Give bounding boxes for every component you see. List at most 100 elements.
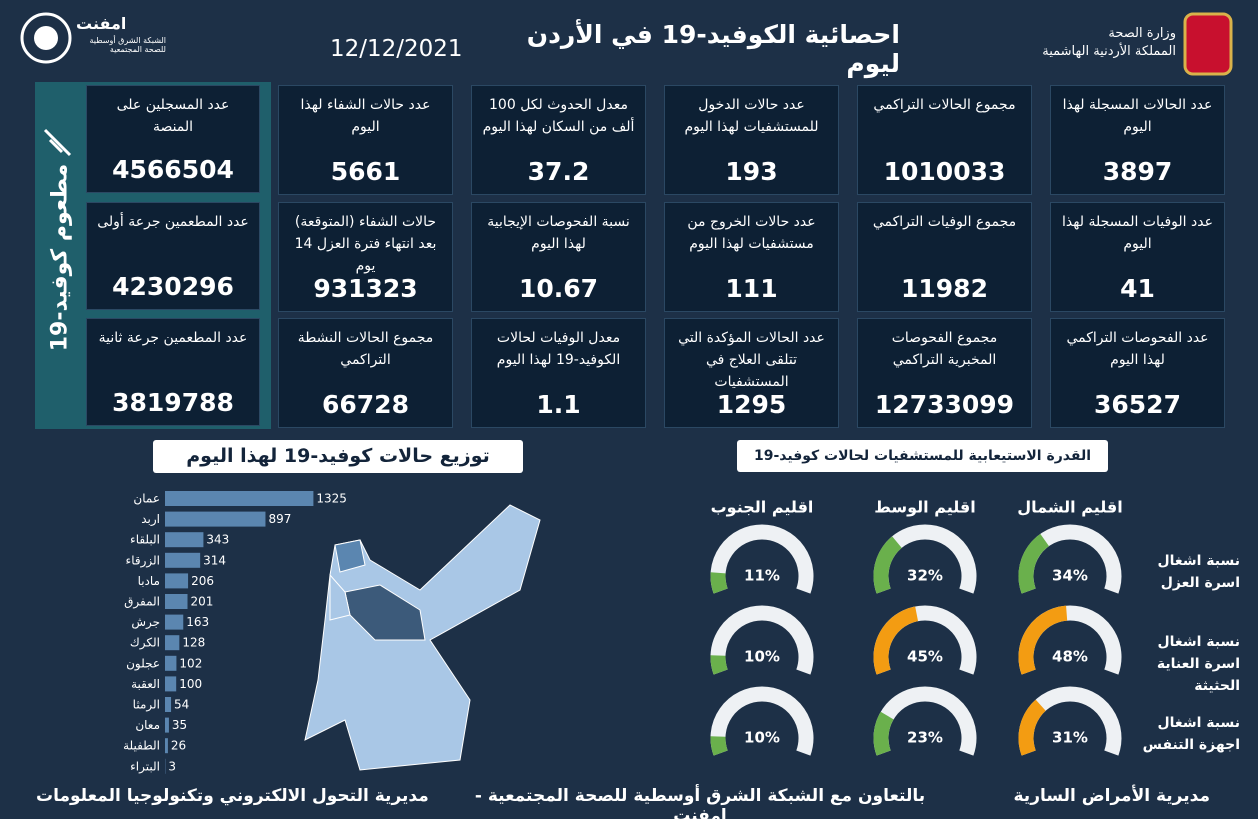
stat-card: معدل الوفيات لحالات الكوفيد-19 لهذا اليو… bbox=[471, 318, 646, 428]
card-label: معدل الحدوث لكل 100 ألف من السكان لهذا ا… bbox=[482, 97, 635, 135]
bar bbox=[165, 511, 266, 527]
card-label: معدل الوفيات لحالات الكوفيد-19 لهذا اليو… bbox=[496, 330, 621, 368]
footer-left: مديرية التحول الالكتروني وتكنولوجيا المع… bbox=[36, 786, 429, 806]
value-label: 163 bbox=[186, 615, 209, 629]
gauge-fill bbox=[873, 606, 919, 675]
stat-card: عدد حالات الدخول للمستشفيات لهذا اليوم 19… bbox=[664, 85, 839, 195]
card-label: نسبة الفحوصات الإيجابية لهذا اليوم bbox=[487, 214, 630, 252]
card-label: عدد المطعمين جرعة ثانية bbox=[98, 330, 248, 346]
card-value: 10.67 bbox=[518, 274, 599, 303]
syringe-icon bbox=[43, 128, 72, 157]
value-label: 343 bbox=[206, 533, 229, 547]
value-label: 54 bbox=[174, 698, 189, 712]
bar bbox=[165, 635, 180, 651]
jordan-map bbox=[304, 504, 541, 771]
bar-title: توزيع حالات كوفيد-19 لهذا اليوم bbox=[153, 440, 523, 473]
region-label: اقليم الوسط bbox=[874, 498, 976, 517]
card-value: 41 bbox=[1120, 274, 1155, 303]
category-label: عمان bbox=[133, 492, 160, 506]
stat-card: معدل الحدوث لكل 100 ألف من السكان لهذا ا… bbox=[471, 85, 646, 195]
card-value: 1.1 bbox=[536, 390, 581, 419]
kingdom: المملكة الأردنية الهاشمية bbox=[1042, 44, 1176, 59]
stat-card: عدد المسجلين على المنصة 4566504 bbox=[86, 85, 260, 193]
card-value: 11982 bbox=[901, 274, 988, 303]
row-label: نسبة اشغال اجهزة التنفس bbox=[1142, 715, 1240, 753]
bar bbox=[165, 614, 184, 630]
stat-card: مجموع الفحوصات المخبرية التراكمي 12733099 bbox=[857, 318, 1032, 428]
category-label: اربد bbox=[141, 512, 160, 527]
gauge-fill bbox=[1018, 605, 1068, 675]
value-label: 102 bbox=[179, 656, 202, 670]
gauge-fill bbox=[873, 711, 894, 756]
row-label: نسبة اشغال اسرة العزل bbox=[1157, 553, 1240, 591]
category-label: عجلون bbox=[126, 656, 160, 671]
stat-card: حالات الشفاء (المتوقعة) بعد انتهاء فترة … bbox=[278, 202, 453, 312]
card-label: عدد حالات الخروج من مستشفيات لهذا اليوم bbox=[687, 214, 816, 252]
bar bbox=[165, 676, 177, 692]
card-value: 12733099 bbox=[874, 390, 1015, 419]
card-label: حالات الشفاء (المتوقعة) بعد انتهاء فترة … bbox=[294, 214, 437, 274]
gauge-track bbox=[710, 524, 814, 594]
value-label: 206 bbox=[191, 574, 214, 588]
stat-card: عدد الفحوصات التراكمي لهذا اليوم 36527 bbox=[1050, 318, 1225, 428]
coat-of-arms bbox=[1183, 12, 1233, 76]
stat-card: مجموع الحالات التراكمي 1010033 bbox=[857, 85, 1032, 195]
bar bbox=[165, 697, 172, 712]
card-label: مجموع الحالات النشطة التراكمي bbox=[297, 330, 434, 368]
stat-card: عدد المطعمين جرعة ثانية 3819788 bbox=[86, 318, 260, 426]
gauge-track bbox=[710, 686, 814, 756]
category-label: الكرك bbox=[130, 636, 160, 651]
card-value: 37.2 bbox=[527, 157, 590, 186]
bar bbox=[165, 552, 201, 568]
category-label: مادبا bbox=[138, 574, 160, 588]
category-label: الزرقاء bbox=[126, 553, 160, 568]
logo-mark bbox=[20, 12, 72, 64]
gauge-fill bbox=[1018, 699, 1046, 756]
value-label: 1325 bbox=[316, 492, 347, 506]
value-label: 314 bbox=[203, 553, 226, 567]
category-label: المفرق bbox=[124, 595, 160, 610]
card-value: 36527 bbox=[1094, 390, 1181, 419]
gauge-value: 10% bbox=[744, 729, 780, 747]
logo-name: امفنت bbox=[76, 14, 127, 33]
card-label: مجموع الوفيات التراكمي bbox=[872, 214, 1017, 230]
stat-card: مجموع الوفيات التراكمي 11982 bbox=[857, 202, 1032, 312]
stat-card: عدد الوفيات المسجلة لهذا اليوم 41 bbox=[1050, 202, 1225, 312]
card-value: 1010033 bbox=[883, 157, 1006, 186]
card-label: عدد حالات الشفاء لهذا اليوم bbox=[300, 97, 431, 135]
card-value: 1295 bbox=[716, 390, 787, 419]
card-label: عدد حالات الدخول للمستشفيات لهذا اليوم bbox=[684, 97, 819, 135]
category-label: الطفيلة bbox=[123, 739, 160, 753]
footer-center: بالتعاون مع الشبكة الشرق أوسطية للصحة ال… bbox=[474, 786, 926, 819]
gauge-value: 10% bbox=[744, 648, 780, 666]
gauge-fill bbox=[710, 655, 728, 675]
card-value: 193 bbox=[725, 157, 778, 186]
gauge-fill bbox=[1018, 533, 1050, 594]
value-label: 35 bbox=[172, 718, 187, 732]
bar bbox=[165, 491, 314, 506]
bar bbox=[165, 594, 188, 609]
card-label: عدد الحالات المؤكدة التي تتلقى العلاج في… bbox=[678, 330, 825, 390]
category-label: معان bbox=[135, 718, 160, 732]
gauge-value: 32% bbox=[907, 567, 943, 585]
footer-right: مديرية الأمراض السارية bbox=[1013, 786, 1211, 806]
card-label: مجموع الحالات التراكمي bbox=[873, 97, 1016, 113]
ministry: وزارة الصحة bbox=[1108, 26, 1176, 41]
region-label: اقليم الجنوب bbox=[711, 498, 814, 517]
title-row: احصائية الكوفيد-19 في الأردن ليوم 12/12/… bbox=[330, 20, 900, 78]
stat-card: مجموع الحالات النشطة التراكمي 66728 bbox=[278, 318, 453, 428]
card-label: عدد المطعمين جرعة أولى bbox=[97, 214, 249, 230]
gauge-title: القدرة الاستيعابية للمستشفيات لحالات كوف… bbox=[737, 440, 1108, 472]
value-label: 3 bbox=[168, 759, 176, 773]
card-label: عدد الفحوصات التراكمي لهذا اليوم bbox=[1066, 330, 1209, 368]
stat-card: عدد الحالات المسجلة لهذا اليوم 3897 bbox=[1050, 85, 1225, 195]
vaccine-title: مطعوم كوفيد-19 bbox=[47, 163, 73, 352]
category-label: الرمثا bbox=[133, 698, 160, 713]
category-label: البلقاء bbox=[130, 533, 160, 547]
card-value: 66728 bbox=[322, 390, 409, 419]
card-value: 4566504 bbox=[112, 155, 234, 184]
card-label: عدد المسجلين على المنصة bbox=[116, 97, 230, 135]
region-label: اقليم الشمال bbox=[1017, 498, 1123, 517]
card-label: عدد الوفيات المسجلة لهذا اليوم bbox=[1062, 214, 1213, 252]
